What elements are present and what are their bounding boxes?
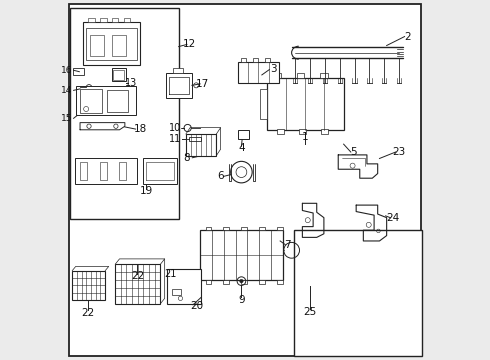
- Bar: [71, 8, 179, 220]
- Bar: [80, 89, 101, 113]
- Text: 8: 8: [184, 153, 190, 163]
- Text: 20: 20: [190, 301, 203, 311]
- Bar: [76, 86, 136, 116]
- Circle shape: [240, 279, 243, 283]
- Text: 23: 23: [392, 147, 406, 157]
- Bar: [190, 137, 201, 140]
- Bar: [124, 18, 130, 22]
- Text: 16: 16: [61, 66, 72, 75]
- Bar: [265, 58, 270, 62]
- Bar: [223, 226, 229, 230]
- Bar: [242, 280, 247, 284]
- Bar: [113, 70, 124, 80]
- Bar: [277, 280, 283, 284]
- Bar: [205, 280, 211, 284]
- Bar: [200, 230, 283, 280]
- Text: 22: 22: [131, 271, 144, 281]
- Bar: [107, 90, 128, 112]
- Text: 12: 12: [183, 40, 196, 49]
- Bar: [267, 78, 343, 130]
- Text: 3: 3: [270, 64, 276, 74]
- Bar: [112, 68, 126, 81]
- Bar: [100, 18, 107, 22]
- Bar: [186, 134, 216, 156]
- Bar: [167, 269, 201, 304]
- Bar: [321, 130, 328, 134]
- Text: 7: 7: [284, 240, 291, 250]
- Bar: [88, 18, 95, 22]
- Text: 4: 4: [238, 143, 245, 153]
- Text: 11: 11: [169, 134, 181, 144]
- Text: 25: 25: [304, 307, 317, 317]
- Bar: [223, 280, 229, 284]
- Text: 1: 1: [302, 132, 309, 142]
- Bar: [259, 280, 265, 284]
- Bar: [99, 162, 107, 180]
- Bar: [143, 158, 177, 184]
- Text: 21: 21: [165, 269, 177, 279]
- Text: 22: 22: [81, 308, 95, 318]
- Text: 15: 15: [61, 114, 72, 123]
- Bar: [260, 89, 267, 119]
- Text: 24: 24: [386, 213, 399, 222]
- Bar: [166, 73, 192, 98]
- Bar: [277, 130, 284, 134]
- Bar: [297, 73, 304, 78]
- Text: 2: 2: [404, 32, 411, 41]
- Bar: [242, 226, 247, 230]
- Bar: [112, 18, 119, 22]
- Text: 10: 10: [169, 123, 181, 133]
- Bar: [238, 62, 279, 83]
- Text: 6: 6: [217, 171, 224, 181]
- Text: 19: 19: [140, 186, 153, 196]
- Bar: [259, 226, 265, 230]
- Bar: [83, 22, 140, 65]
- Text: 9: 9: [238, 295, 245, 305]
- Bar: [115, 264, 160, 304]
- Bar: [294, 230, 422, 356]
- Bar: [277, 226, 283, 230]
- Text: 17: 17: [196, 79, 209, 89]
- Bar: [80, 162, 87, 180]
- Bar: [299, 130, 306, 134]
- Bar: [274, 73, 281, 78]
- Bar: [74, 158, 137, 184]
- Bar: [242, 58, 246, 62]
- Text: 18: 18: [134, 124, 147, 134]
- Bar: [72, 271, 105, 300]
- Bar: [320, 73, 328, 78]
- Bar: [90, 35, 104, 56]
- Bar: [87, 28, 137, 60]
- Text: 14: 14: [61, 86, 72, 95]
- Bar: [205, 226, 211, 230]
- Bar: [112, 35, 126, 56]
- Text: 13: 13: [125, 78, 138, 88]
- Bar: [172, 289, 181, 296]
- Bar: [73, 68, 84, 75]
- Bar: [238, 130, 248, 139]
- Bar: [172, 68, 183, 73]
- Bar: [119, 162, 126, 180]
- Text: 5: 5: [350, 147, 357, 157]
- Bar: [253, 58, 258, 62]
